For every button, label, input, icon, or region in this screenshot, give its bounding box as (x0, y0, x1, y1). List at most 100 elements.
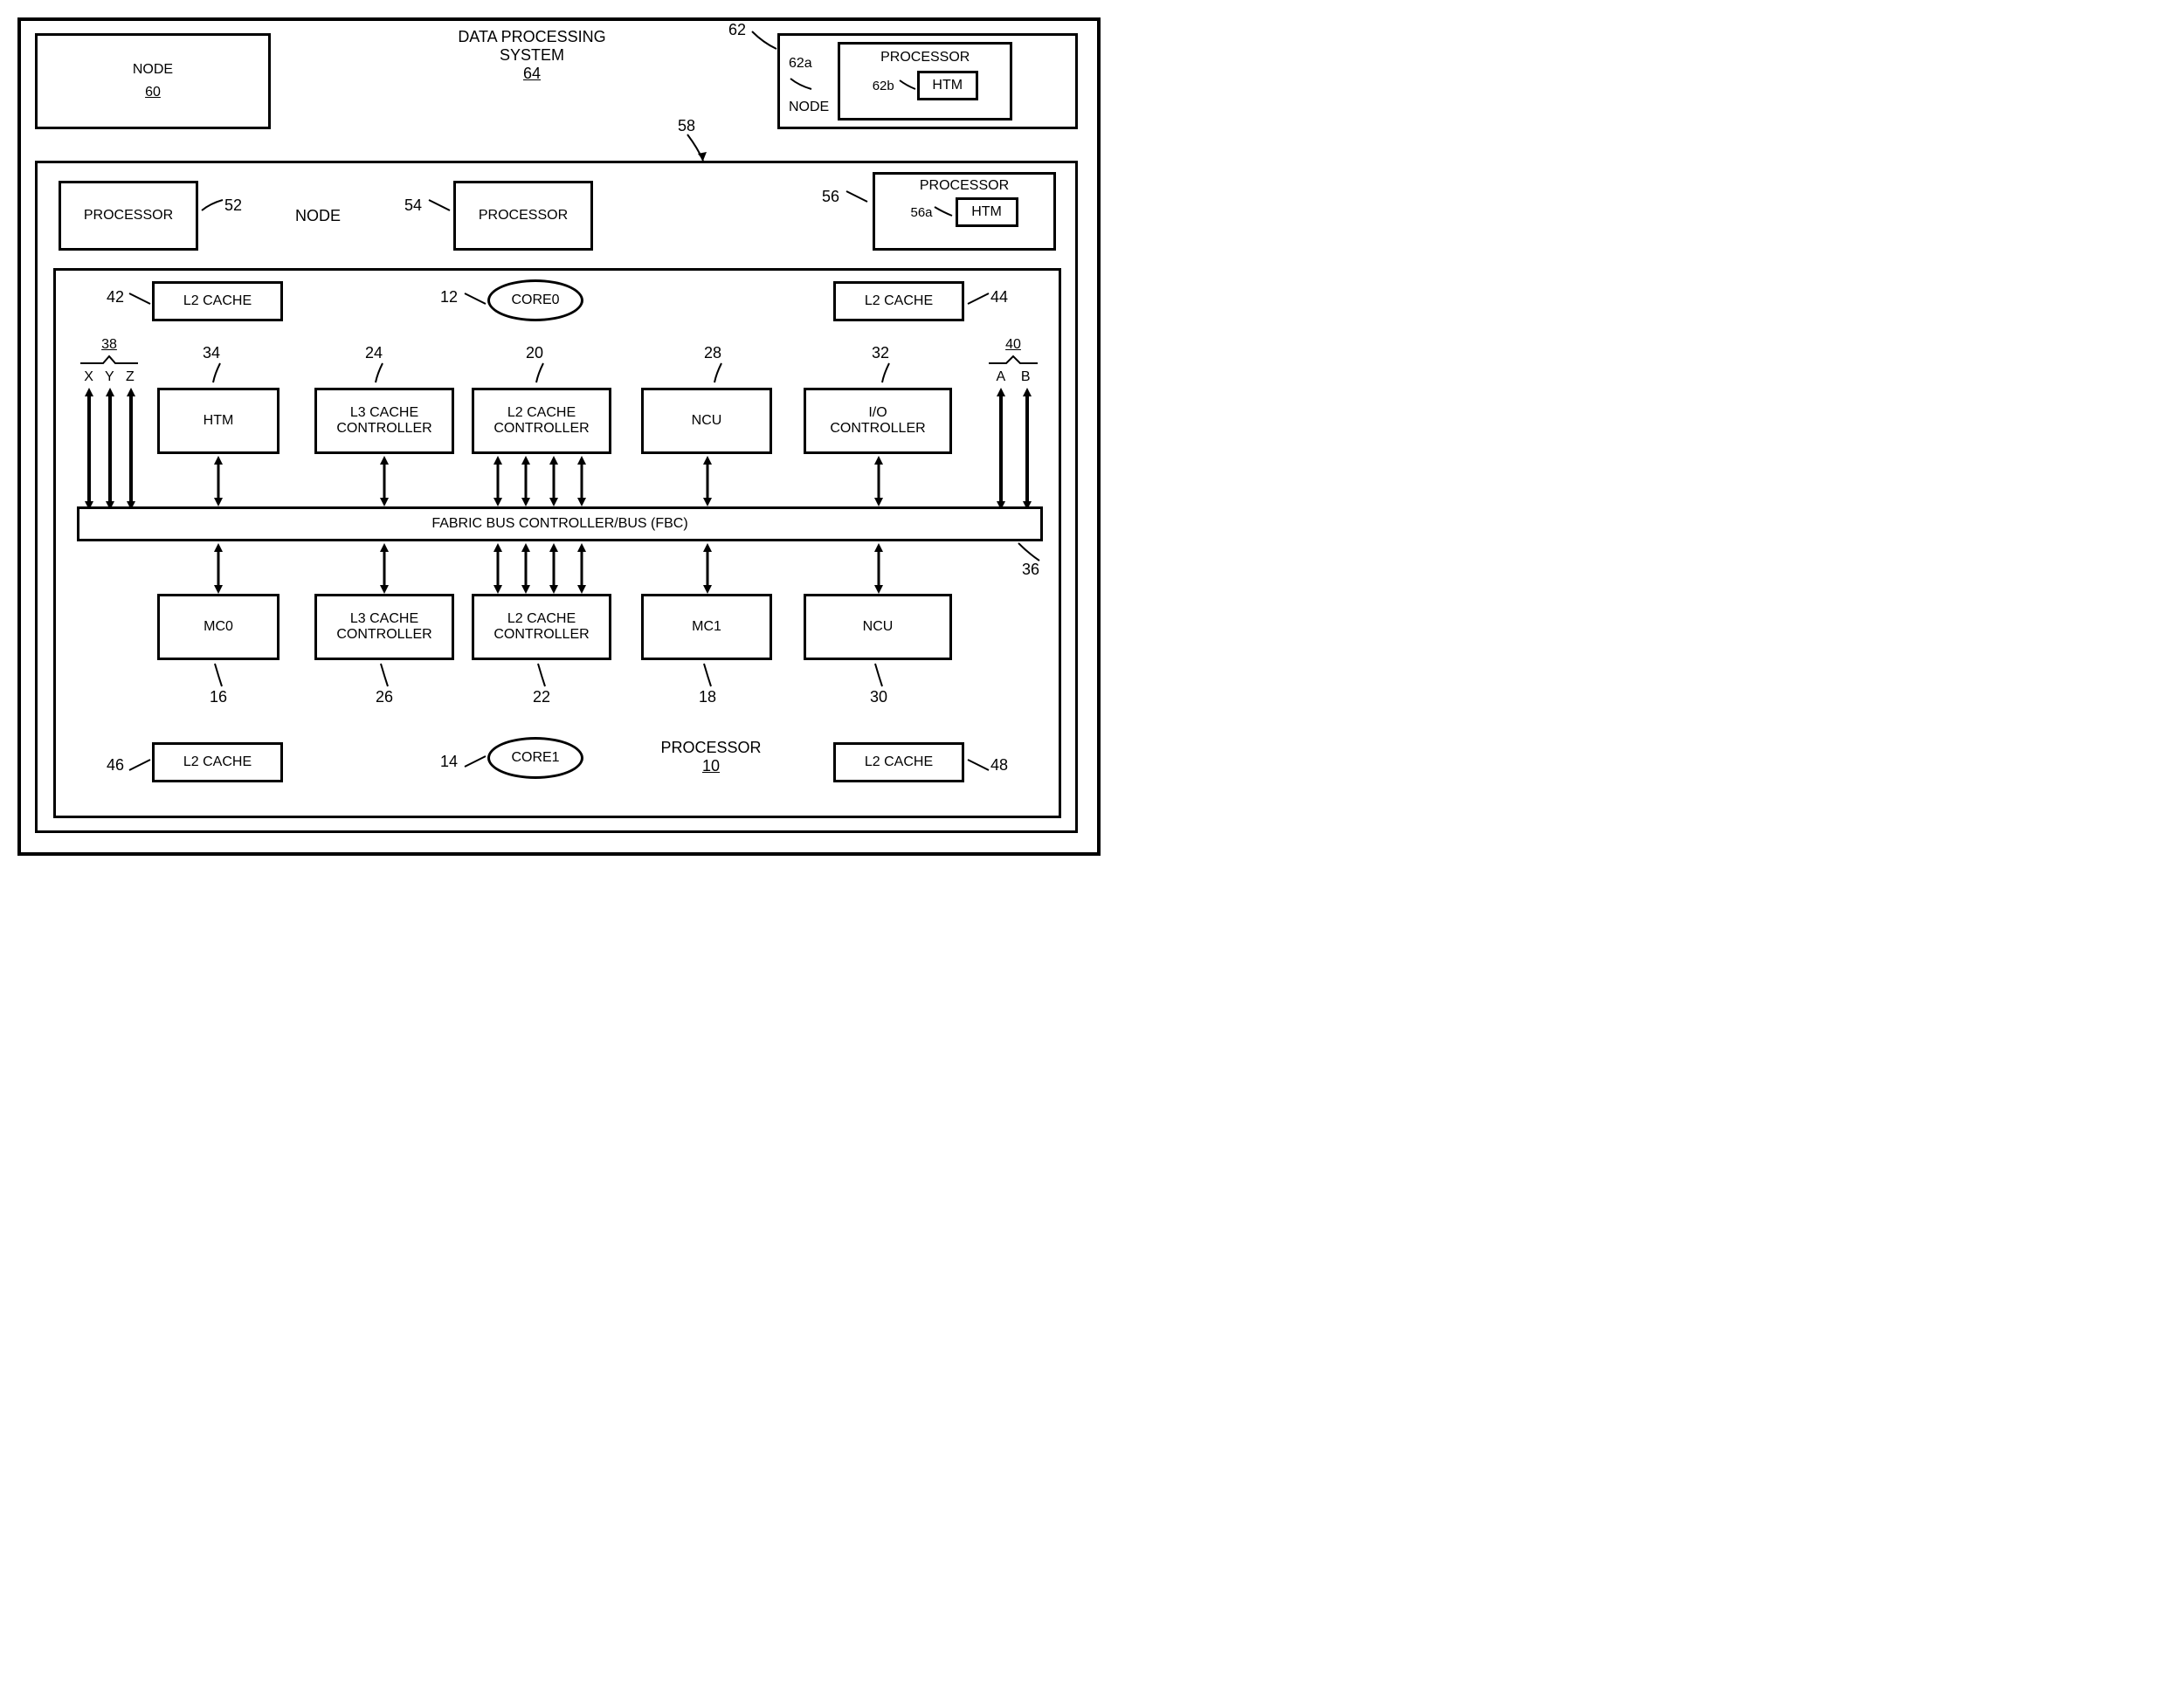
processor-54: PROCESSOR (453, 181, 593, 251)
ref-26: 26 (376, 688, 393, 706)
l2-44-label: L2 CACHE (865, 293, 933, 309)
xyz-arrows (80, 388, 141, 510)
fbc: FABRIC BUS CONTROLLER/BUS (FBC) (77, 506, 1043, 541)
ref-44-curve (966, 292, 990, 307)
ref-62b-curve (898, 79, 917, 93)
core1: CORE1 (487, 737, 583, 779)
ref-22-curve (535, 662, 552, 688)
mc0-label: MC0 (204, 619, 233, 635)
ref-56: 56 (822, 188, 839, 206)
io-controller-32: I/O CONTROLLER (804, 388, 952, 454)
ref-32: 32 (872, 344, 889, 362)
htm-62b-label: HTM (932, 78, 963, 93)
ref-12: 12 (440, 288, 458, 306)
node-main: PROCESSOR 52 NODE 54 PROCESSOR 56 PROCES… (35, 161, 1078, 833)
ref-48-curve (966, 758, 990, 774)
processor-52: PROCESSOR (59, 181, 198, 251)
ref-56a: 56a (910, 205, 932, 220)
core1-label: CORE1 (511, 750, 559, 766)
link-x: X (84, 369, 93, 384)
mc1-label: MC1 (692, 619, 721, 635)
htm-62b: HTM (917, 71, 978, 100)
ref-46-curve (128, 758, 152, 774)
l2-controller-22: L2 CACHE CONTROLLER (472, 594, 611, 660)
ref-34: 34 (203, 344, 220, 362)
brace-40-icon (987, 353, 1039, 365)
processor-54-label: PROCESSOR (479, 208, 568, 224)
ref-14: 14 (440, 753, 458, 771)
ab-arrows (989, 388, 1041, 510)
l2-cache-42: L2 CACHE (152, 281, 283, 321)
ref-44: 44 (990, 288, 1008, 306)
l3-controller-26: L3 CACHE CONTROLLER (314, 594, 454, 660)
l3-26-label: L3 CACHE CONTROLLER (336, 611, 431, 643)
l2c-20-label: L2 CACHE CONTROLLER (493, 405, 589, 437)
htm-34: HTM (157, 388, 280, 454)
ref-54-curve (427, 198, 453, 216)
ref-28-curve (713, 362, 730, 384)
l2-controller-20: L2 CACHE CONTROLLER (472, 388, 611, 454)
mc1: MC1 (641, 594, 772, 660)
htm-56a: HTM (956, 197, 1018, 227)
ref-12-curve (463, 292, 487, 307)
node-62: 62a NODE PROCESSOR 62b HTM (777, 33, 1078, 129)
ref-10: 10 (702, 757, 720, 775)
title-line1: DATA PROCESSING (458, 28, 605, 45)
link-a: A (996, 369, 1005, 384)
arrow-fbc-l2cl (484, 543, 606, 594)
processor-10: 42 L2 CACHE 12 CORE0 L2 CACHE 44 38 X Y … (53, 268, 1061, 818)
processor-52-label: PROCESSOR (84, 208, 173, 224)
link-z: Z (126, 369, 135, 384)
ref-16-curve (211, 662, 229, 688)
l2-cache-48: L2 CACHE (833, 742, 964, 782)
node-62-label: NODE (789, 100, 829, 115)
processor-62a-label: PROCESSOR (880, 50, 970, 65)
ref-38: 38 (101, 337, 117, 352)
ref-28: 28 (704, 344, 721, 362)
ref-16: 16 (210, 688, 227, 706)
core0: CORE0 (487, 279, 583, 321)
htm-56a-label: HTM (971, 204, 1002, 220)
node-main-label: NODE (295, 207, 341, 225)
ref-62b: 62b (873, 79, 894, 93)
ref-46: 46 (107, 756, 124, 775)
ref-26-curve (377, 662, 395, 688)
node-60-ref: 60 (145, 85, 161, 100)
arrow-fbc-ncul (870, 543, 887, 594)
core0-label: CORE0 (511, 293, 559, 308)
ref-22: 22 (533, 688, 550, 706)
node-60: NODE 60 (35, 33, 271, 129)
link-b: B (1021, 369, 1031, 384)
fbc-label: FABRIC BUS CONTROLLER/BUS (FBC) (431, 516, 687, 532)
l2-48-label: L2 CACHE (865, 754, 933, 770)
ref-36: 36 (1022, 561, 1039, 579)
ref-62a: 62a (789, 56, 812, 72)
ncu-30-label: NCU (863, 619, 894, 635)
l2-42-label: L2 CACHE (183, 293, 252, 309)
processor-10-label: PROCESSOR (660, 739, 761, 756)
l3-24-label: L3 CACHE CONTROLLER (336, 405, 431, 437)
arrow-io-fbc (870, 456, 887, 506)
brace-38-icon (79, 353, 140, 365)
arrow-ncu-fbc (699, 456, 716, 506)
ref-30-curve (872, 662, 889, 688)
htm-34-label: HTM (204, 413, 234, 429)
ncu-28: NCU (641, 388, 772, 454)
ref-56-curve (845, 189, 871, 207)
ref-52: 52 (224, 196, 242, 215)
processor-62a: PROCESSOR 62b HTM (838, 42, 1012, 121)
title-line2: SYSTEM (500, 46, 564, 64)
arrow-l2cu-fbc (484, 456, 606, 506)
links-38: 38 X Y Z (79, 337, 140, 385)
link-y: Y (105, 369, 114, 384)
arrow-fbc-l3l (376, 543, 393, 594)
ncu-28-label: NCU (692, 413, 722, 429)
processor-10-label-block: PROCESSOR 10 (650, 739, 772, 775)
processor-56-label: PROCESSOR (920, 178, 1009, 194)
ref-34-curve (211, 362, 229, 384)
processor-56: PROCESSOR 56a HTM (873, 172, 1056, 251)
ncu-30: NCU (804, 594, 952, 660)
ref-62: 62 (728, 21, 746, 39)
ref-56a-curve (933, 205, 956, 219)
ref-62a-curve (789, 77, 815, 94)
